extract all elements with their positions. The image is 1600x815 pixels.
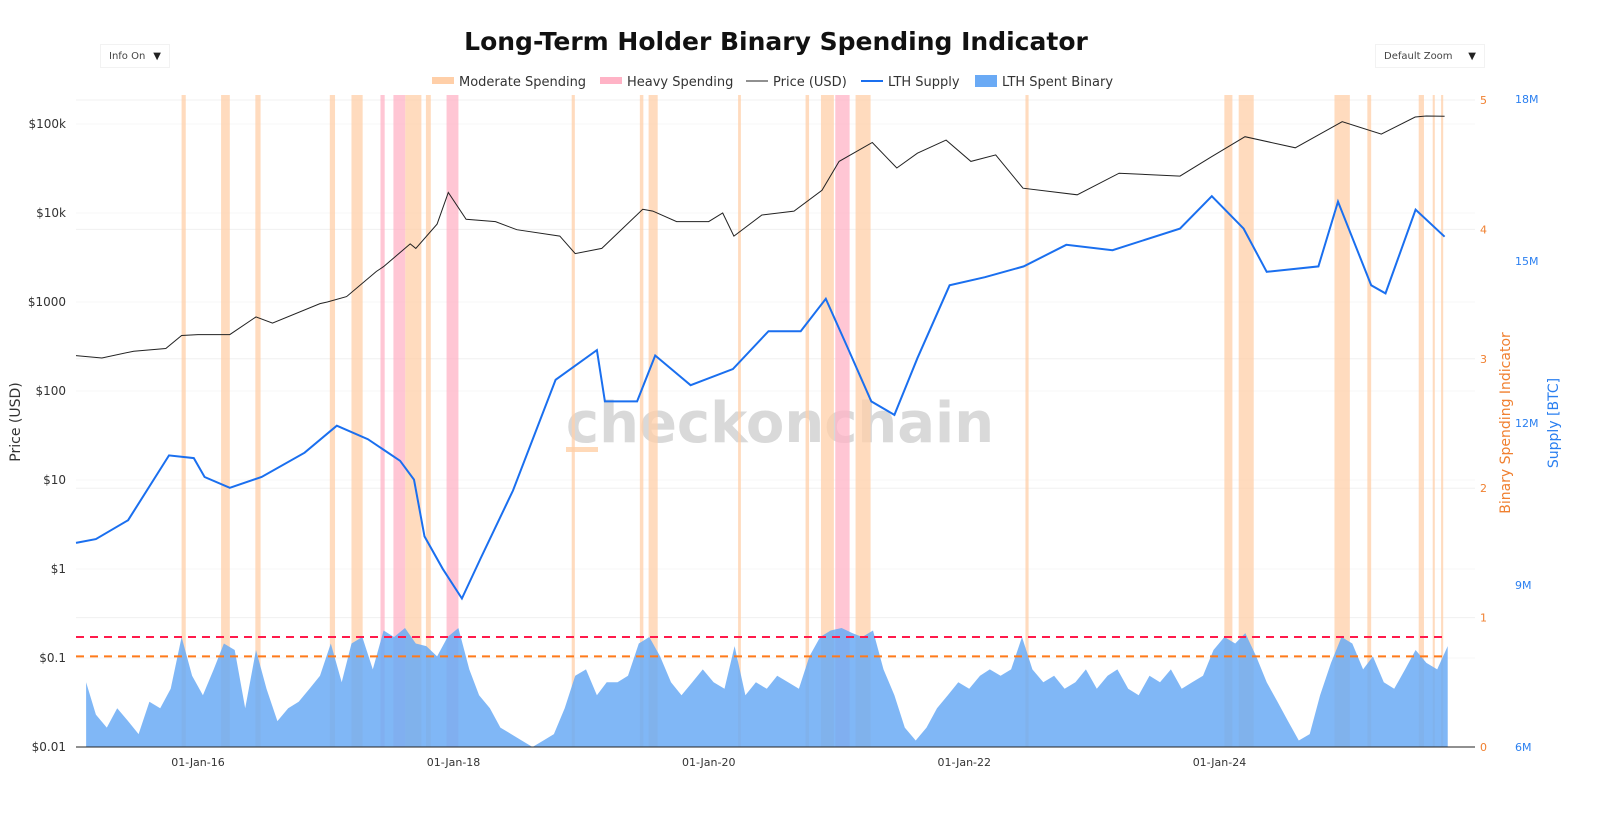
legend-swatch-1 <box>600 77 622 84</box>
spending-zone-moderate <box>1025 95 1029 747</box>
spending-zone-heavy <box>446 95 459 747</box>
spending-zone-moderate <box>1432 95 1435 747</box>
spending-zone-moderate <box>648 95 658 747</box>
spending-zone-moderate <box>1334 95 1350 747</box>
spending-zone-heavy <box>380 95 385 747</box>
y-price-tick-label: $1 <box>51 562 66 576</box>
spending-zone-moderate <box>255 95 261 747</box>
spending-zone-moderate <box>405 95 422 747</box>
y-price-tick-label: $0.1 <box>39 651 66 665</box>
legend-swatch-4 <box>975 75 997 87</box>
x-tick-label: 01-Jan-18 <box>427 756 481 769</box>
spending-zone-moderate <box>1418 95 1424 747</box>
y-binary-tick-label: 2 <box>1480 482 1487 495</box>
y-supply-tick-label: 6M <box>1515 741 1532 754</box>
x-tick-label: 01-Jan-16 <box>171 756 225 769</box>
lth-spent-binary-area <box>86 628 1448 747</box>
spending-zone-moderate <box>855 95 871 747</box>
legend-swatch-0 <box>432 77 454 84</box>
y-binary-tick-label: 1 <box>1480 612 1487 625</box>
y-binary-tick-label: 3 <box>1480 353 1487 366</box>
spending-zone-moderate <box>181 95 186 747</box>
lth-supply-line <box>75 194 1446 601</box>
y-price-axis-title: Price (USD) <box>8 382 24 461</box>
spending-zone-moderate <box>1224 95 1233 747</box>
spending-zone-moderate <box>329 95 336 747</box>
spending-zone-moderate <box>805 95 810 747</box>
spending-zone-moderate <box>820 95 834 747</box>
y-binary-tick-label: 5 <box>1480 94 1487 107</box>
watermark-underscore <box>566 447 598 452</box>
spending-zone-heavy <box>393 95 406 747</box>
legend-item-label: LTH Spent Binary <box>1002 75 1113 90</box>
chevron-down-icon: ▼ <box>153 50 161 62</box>
info-dropdown-label: Info On <box>109 50 146 62</box>
y-supply-tick-label: 18M <box>1515 93 1539 106</box>
y-price-tick-label: $10 <box>43 473 66 487</box>
x-tick-label: 01-Jan-20 <box>682 756 736 769</box>
legend: Moderate Spending Heavy Spending Price (US… <box>432 75 1113 90</box>
y-binary-tick-label: 4 <box>1480 223 1487 236</box>
y-supply-tick-label: 12M <box>1515 417 1539 430</box>
y-price-tick-label: $0.01 <box>32 740 66 754</box>
y-supply-axis-title: Supply [BTC] <box>1546 378 1562 468</box>
legend-item-label: Moderate Spending <box>459 75 586 90</box>
y-price-tick-label: $10k <box>36 206 66 220</box>
spending-zone-heavy <box>835 95 850 747</box>
spending-zone-moderate <box>351 95 363 747</box>
info-dropdown[interactable]: Info On ▼ <box>100 44 170 68</box>
zoom-dropdown-label: Default Zoom <box>1384 50 1453 62</box>
spending-zone-moderate <box>571 95 575 747</box>
spending-zone-moderate <box>738 95 741 747</box>
legend-item-label: LTH Supply <box>888 75 960 90</box>
chart-title: Long-Term Holder Binary Spending Indicat… <box>464 27 1088 56</box>
zoom-dropdown[interactable]: Default Zoom ▼ <box>1375 44 1485 68</box>
spending-zone-moderate <box>425 95 431 747</box>
legend-item-label: Heavy Spending <box>627 75 733 90</box>
spending-zone-moderate <box>639 95 644 747</box>
spending-zone-moderate <box>1238 95 1254 747</box>
y-price-tick-label: $1000 <box>28 295 66 309</box>
y-supply-tick-label: 9M <box>1515 579 1532 592</box>
x-tick-label: 01-Jan-24 <box>1193 756 1247 769</box>
y-price-tick-label: $100k <box>29 117 67 131</box>
y-binary-tick-label: 0 <box>1480 741 1487 754</box>
spending-zone-moderate <box>1367 95 1372 747</box>
y-binary-axis-title: Binary Spending Indicator <box>1498 332 1514 514</box>
y-price-tick-label: $100 <box>35 384 66 398</box>
spending-zone-moderate <box>221 95 230 747</box>
x-tick-label: 01-Jan-22 <box>938 756 992 769</box>
spending-zone-moderate <box>1441 95 1444 747</box>
legend-item-label: Price (USD) <box>773 75 847 90</box>
price-line <box>75 115 1445 359</box>
chevron-down-icon: ▼ <box>1468 50 1476 62</box>
y-supply-tick-label: 15M <box>1515 255 1539 268</box>
